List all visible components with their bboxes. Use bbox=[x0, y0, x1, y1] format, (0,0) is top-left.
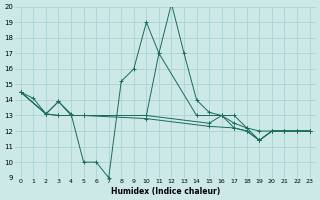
X-axis label: Humidex (Indice chaleur): Humidex (Indice chaleur) bbox=[111, 187, 220, 196]
